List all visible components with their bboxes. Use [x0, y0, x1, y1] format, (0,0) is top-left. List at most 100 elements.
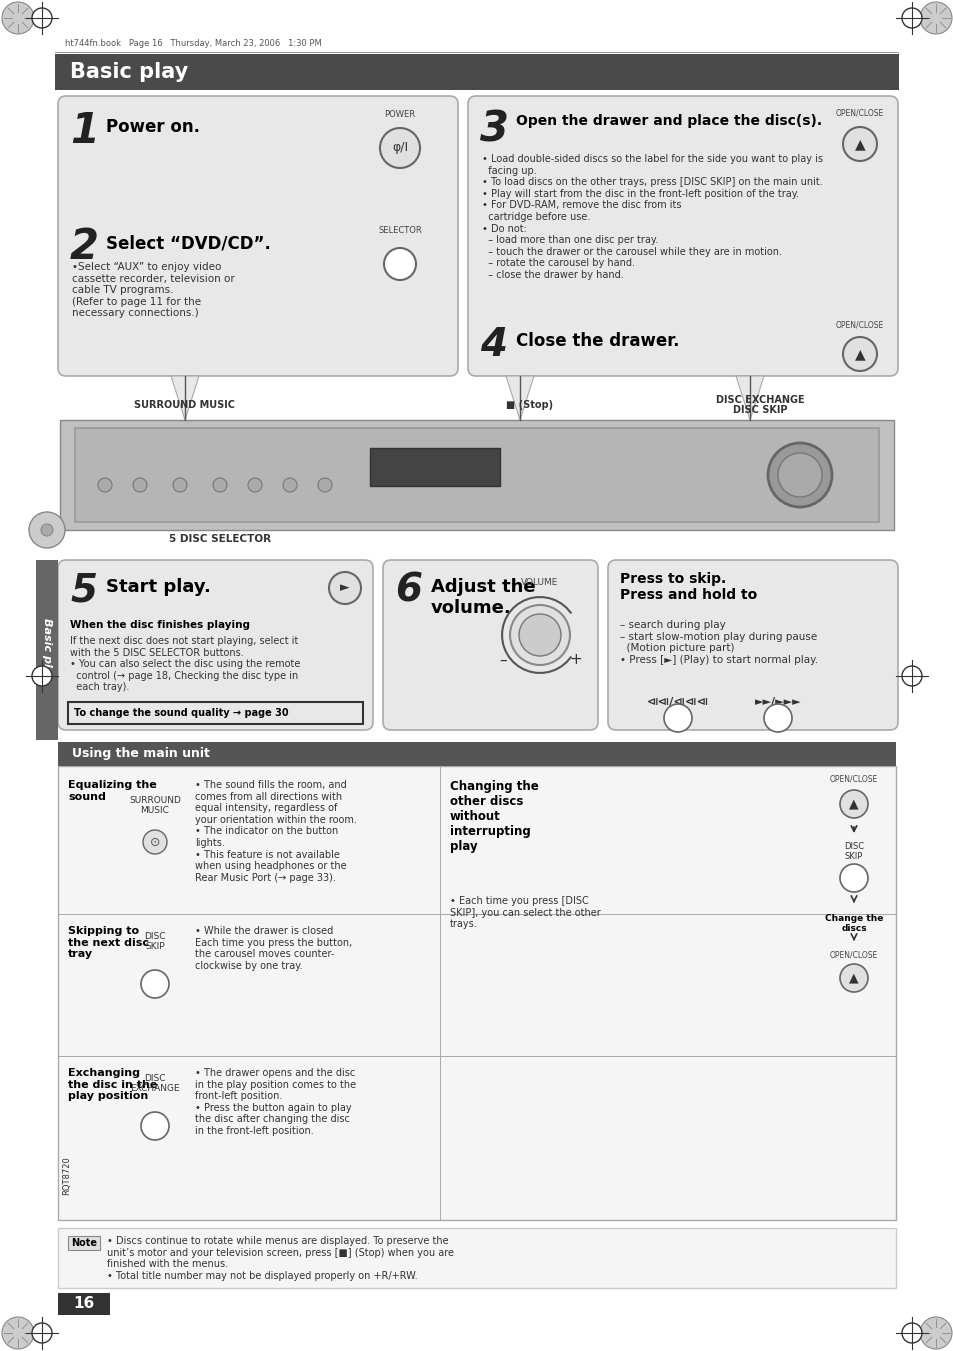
Text: Close the drawer.: Close the drawer. [516, 332, 679, 350]
Text: ⊙: ⊙ [150, 835, 160, 848]
Text: ►: ► [340, 581, 350, 594]
Text: Equalizing the
sound: Equalizing the sound [68, 780, 156, 801]
Text: • Discs continue to rotate while menus are displayed. To preserve the
unit’s mot: • Discs continue to rotate while menus a… [107, 1236, 454, 1281]
Circle shape [384, 249, 416, 280]
Circle shape [2, 1317, 34, 1350]
Text: Change the
discs: Change the discs [824, 915, 882, 934]
Text: +: + [569, 653, 581, 667]
Text: • The drawer opens and the disc
in the play position comes to the
front-left pos: • The drawer opens and the disc in the p… [194, 1069, 355, 1136]
Text: SURROUND
MUSIC: SURROUND MUSIC [129, 796, 181, 816]
Circle shape [767, 443, 831, 507]
Text: Start play.: Start play. [106, 578, 211, 596]
Text: Select “DVD/CD”.: Select “DVD/CD”. [106, 234, 271, 253]
Circle shape [98, 478, 112, 492]
Text: ▲: ▲ [848, 797, 858, 811]
Circle shape [901, 666, 921, 686]
Text: POWER: POWER [384, 109, 416, 119]
Text: ▲: ▲ [854, 347, 864, 361]
Circle shape [141, 1112, 169, 1140]
Text: Adjust the
volume.: Adjust the volume. [431, 578, 535, 617]
Text: Basic play: Basic play [42, 619, 52, 682]
Bar [58, 1293, 110, 1315]
Bar [75, 428, 878, 521]
Circle shape [840, 965, 867, 992]
Circle shape [901, 1323, 921, 1343]
Circle shape [842, 336, 876, 372]
Text: RQT8720: RQT8720 [62, 1156, 71, 1194]
Circle shape [2, 1, 34, 34]
Text: • The sound fills the room, and
comes from all directions with
equal intensity, : • The sound fills the room, and comes fr… [194, 780, 356, 882]
Circle shape [379, 128, 419, 168]
Circle shape [919, 1, 951, 34]
Text: ⧏⧏/⧏⧏⧏: ⧏⧏/⧏⧏⧏ [646, 697, 708, 707]
Bar [55, 54, 898, 91]
Bar [58, 1228, 895, 1288]
Text: OPEN/CLOSE: OPEN/CLOSE [829, 950, 877, 959]
Circle shape [248, 478, 262, 492]
Text: 2: 2 [70, 226, 99, 267]
Text: Basic play: Basic play [70, 62, 188, 82]
Circle shape [32, 1323, 52, 1343]
Text: • Load double-sided discs so the label for the side you want to play is
  facing: • Load double-sided discs so the label f… [481, 154, 822, 280]
Bar [370, 449, 499, 486]
Circle shape [778, 453, 821, 497]
Text: –: – [498, 653, 506, 667]
Bar [439, 766, 440, 1220]
Text: If the next disc does not start playing, select it
with the 5 DISC SELECTOR butt: If the next disc does not start playing,… [70, 636, 300, 693]
Text: ■ (Stop): ■ (Stop) [506, 400, 553, 409]
Circle shape [919, 1317, 951, 1350]
Text: Open the drawer and place the disc(s).: Open the drawer and place the disc(s). [516, 113, 821, 128]
Text: DISC
EXCHANGE: DISC EXCHANGE [130, 1074, 179, 1093]
Circle shape [213, 478, 227, 492]
Bar [60, 420, 893, 530]
Circle shape [141, 970, 169, 998]
Text: DISC
SKIP: DISC SKIP [144, 932, 166, 951]
FancyBboxPatch shape [382, 561, 598, 730]
Text: 5: 5 [70, 571, 97, 611]
Text: 1: 1 [70, 109, 99, 153]
Bar [68, 703, 363, 724]
Text: 4: 4 [479, 326, 506, 363]
Circle shape [663, 704, 691, 732]
Circle shape [840, 790, 867, 817]
Bar [58, 766, 895, 1220]
Text: OPEN/CLOSE: OPEN/CLOSE [835, 322, 883, 330]
Circle shape [143, 830, 167, 854]
Circle shape [510, 605, 569, 665]
Circle shape [763, 704, 791, 732]
Text: To change the sound quality → page 30: To change the sound quality → page 30 [74, 708, 289, 717]
Polygon shape [171, 376, 199, 420]
Circle shape [317, 478, 332, 492]
Text: Skipping to
the next disc
tray: Skipping to the next disc tray [68, 925, 149, 959]
Text: SELECTOR: SELECTOR [377, 226, 421, 235]
Circle shape [329, 571, 360, 604]
Circle shape [41, 524, 53, 536]
Circle shape [172, 478, 187, 492]
Text: ►►/►►►: ►►/►►► [754, 697, 801, 707]
Text: DISC EXCHANGE: DISC EXCHANGE [715, 394, 803, 405]
Text: Power on.: Power on. [106, 118, 200, 136]
Text: Using the main unit: Using the main unit [71, 747, 210, 761]
Text: • Each time you press [DISC
SKIP], you can select the other
trays.: • Each time you press [DISC SKIP], you c… [450, 896, 600, 929]
FancyBboxPatch shape [607, 561, 897, 730]
Text: 5 DISC SELECTOR: 5 DISC SELECTOR [169, 534, 271, 544]
Text: DISC
SKIP: DISC SKIP [843, 842, 863, 862]
Circle shape [901, 8, 921, 28]
Polygon shape [505, 376, 534, 420]
Text: 6: 6 [395, 571, 421, 611]
Circle shape [132, 478, 147, 492]
Circle shape [283, 478, 296, 492]
Text: OPEN/CLOSE: OPEN/CLOSE [829, 774, 877, 784]
Text: ▲: ▲ [854, 136, 864, 151]
Text: Press to skip.
Press and hold to: Press to skip. Press and hold to [619, 571, 757, 603]
Text: Note: Note [71, 1238, 97, 1248]
Bar [58, 742, 895, 766]
Text: φ/I: φ/I [392, 142, 408, 154]
Text: Exchanging
the disc in the
play position: Exchanging the disc in the play position [68, 1069, 157, 1101]
FancyBboxPatch shape [58, 561, 373, 730]
Text: Panasonic: Panasonic [432, 453, 488, 463]
Text: 3: 3 [479, 108, 509, 150]
Text: ht744fn.book   Page 16   Thursday, March 23, 2006   1:30 PM: ht744fn.book Page 16 Thursday, March 23,… [65, 39, 321, 49]
Text: OPEN/CLOSE: OPEN/CLOSE [835, 108, 883, 118]
FancyBboxPatch shape [468, 96, 897, 376]
